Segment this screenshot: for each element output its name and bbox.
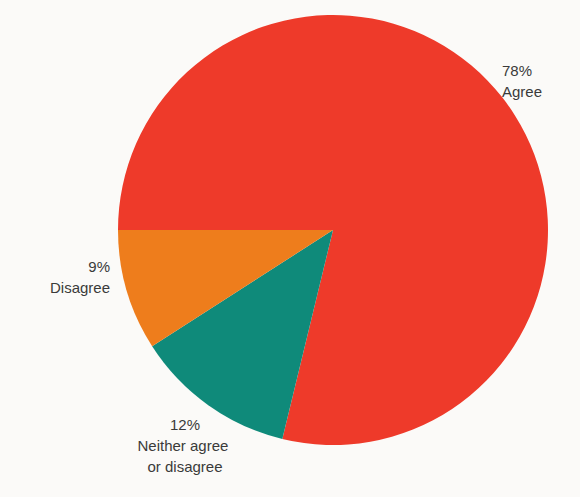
svg-text:Agree: Agree bbox=[502, 83, 542, 100]
svg-text:Disagree: Disagree bbox=[50, 279, 110, 296]
svg-text:or disagree: or disagree bbox=[147, 458, 222, 475]
svg-text:78%: 78% bbox=[502, 62, 532, 79]
svg-text:12%: 12% bbox=[170, 416, 200, 433]
svg-text:9%: 9% bbox=[88, 258, 110, 275]
svg-text:Neither agree: Neither agree bbox=[137, 437, 232, 454]
